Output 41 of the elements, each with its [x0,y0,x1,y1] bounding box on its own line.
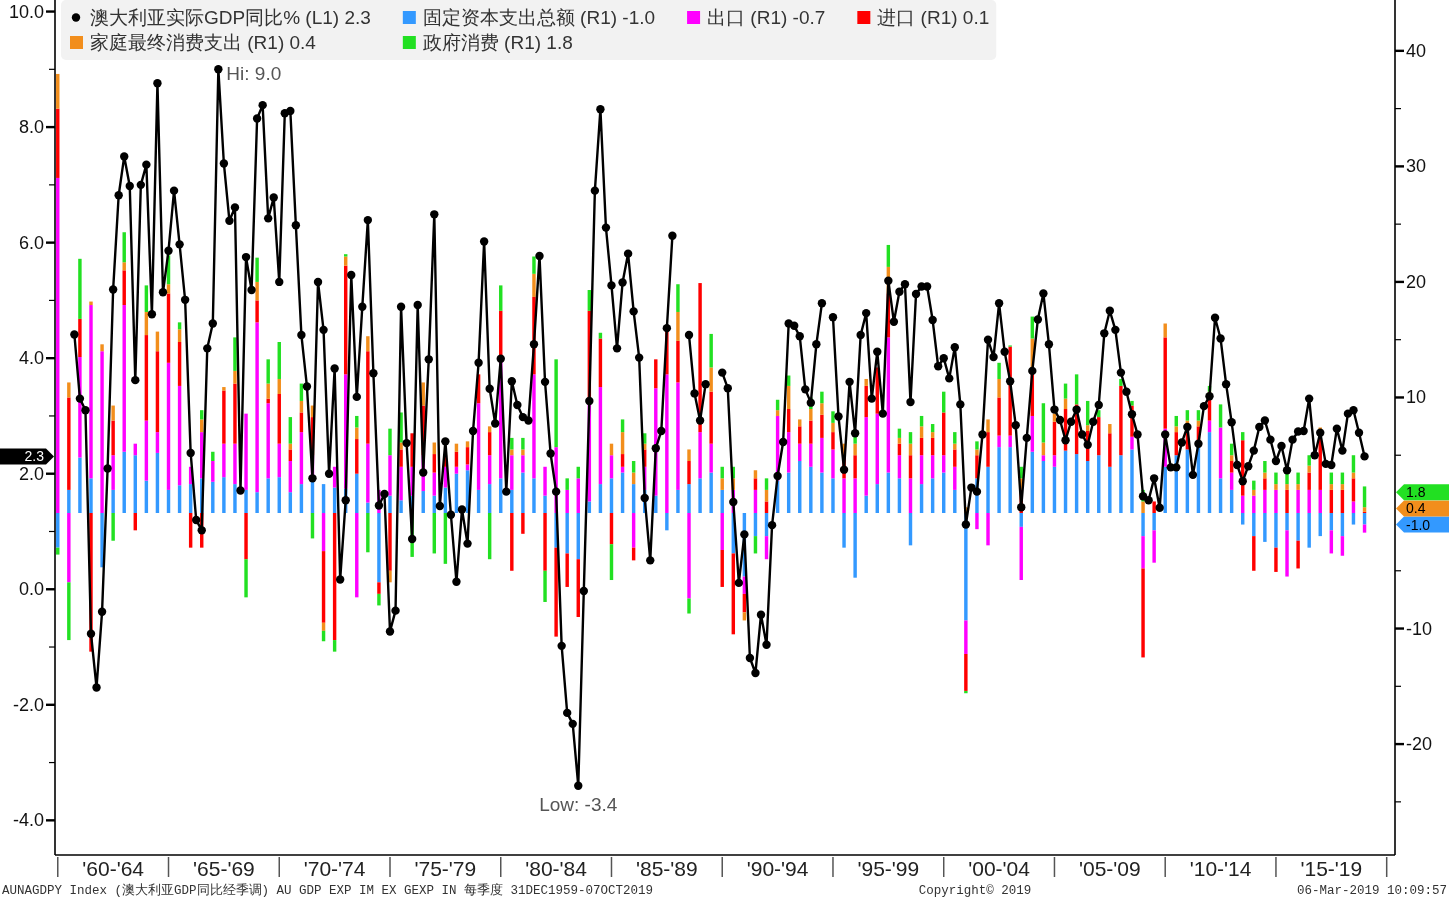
y2-tick-label: -10 [1406,618,1433,639]
y2-tick-label: 30 [1406,156,1427,177]
x-tick-label: '75-'79 [414,856,477,880]
legend-label: 家庭最终消费支出 (R1) 0.4 [90,32,317,53]
y2-tick-label: -1.0 [1406,516,1431,533]
data-label: Hi: 9.0 [226,62,282,84]
x-tick-label: '95-'99 [857,856,920,880]
x-tick-label: '85-'89 [635,856,698,880]
x-tick-label: '80-'84 [525,856,588,880]
y2-tick-label: 20 [1406,271,1427,292]
note: Copyright© 2019 [918,884,1032,898]
y-tick-label: 4.0 [18,348,44,369]
x-tick-label: '00-'04 [968,856,1031,880]
y2-tick-label: 10 [1406,387,1427,408]
y2-tick-label: 1.8 [1406,484,1426,501]
legend-label: 澳大利亚实际GDP同比% (L1) 2.3 [90,7,371,28]
y-tick-label: 2.3 [24,448,45,465]
x-tick-label: '15-'19 [1300,856,1363,880]
x-tick-label: '10-'14 [1189,856,1252,880]
y-tick-label: -2.0 [12,694,44,715]
legend-label: 进口 (R1) 0.1 [877,7,990,28]
x-tick-label: '60-'64 [82,856,145,880]
y2-tick-label: 40 [1406,40,1427,61]
y-tick-label: 0.0 [18,579,44,600]
y-tick-label: -4.0 [12,810,44,831]
x-tick-label: '05-'09 [1078,856,1141,880]
y-tick-label: 8.0 [18,117,44,138]
x-tick-label: '90-'94 [746,856,809,880]
note: 06-Mar-2019 10:09:57 [1296,884,1447,898]
legend-label: 政府消费 (R1) 1.8 [422,32,573,53]
y-tick-label: 6.0 [18,232,44,253]
y-tick-label: 2.0 [18,463,44,484]
y2-tick-label: 0.4 [1406,500,1426,517]
x-tick-label: '70-'74 [303,856,366,880]
y2-tick-label: -20 [1406,734,1433,755]
data-label: Low: -3.4 [539,793,618,815]
legend-label: 出口 (R1) -0.7 [707,7,826,28]
y-tick-label: 10.0 [8,1,44,22]
legend-label: 固定资本支出总额 (R1) -1.0 [422,7,656,28]
x-tick-label: '65-'69 [193,856,255,880]
note: AUNAGDPY Index (澳大利亚GDP同比经季调) AU GDP EXP IM EX GEXP IN 每季度 31DEC1959-07OCT2019 [2,884,654,898]
